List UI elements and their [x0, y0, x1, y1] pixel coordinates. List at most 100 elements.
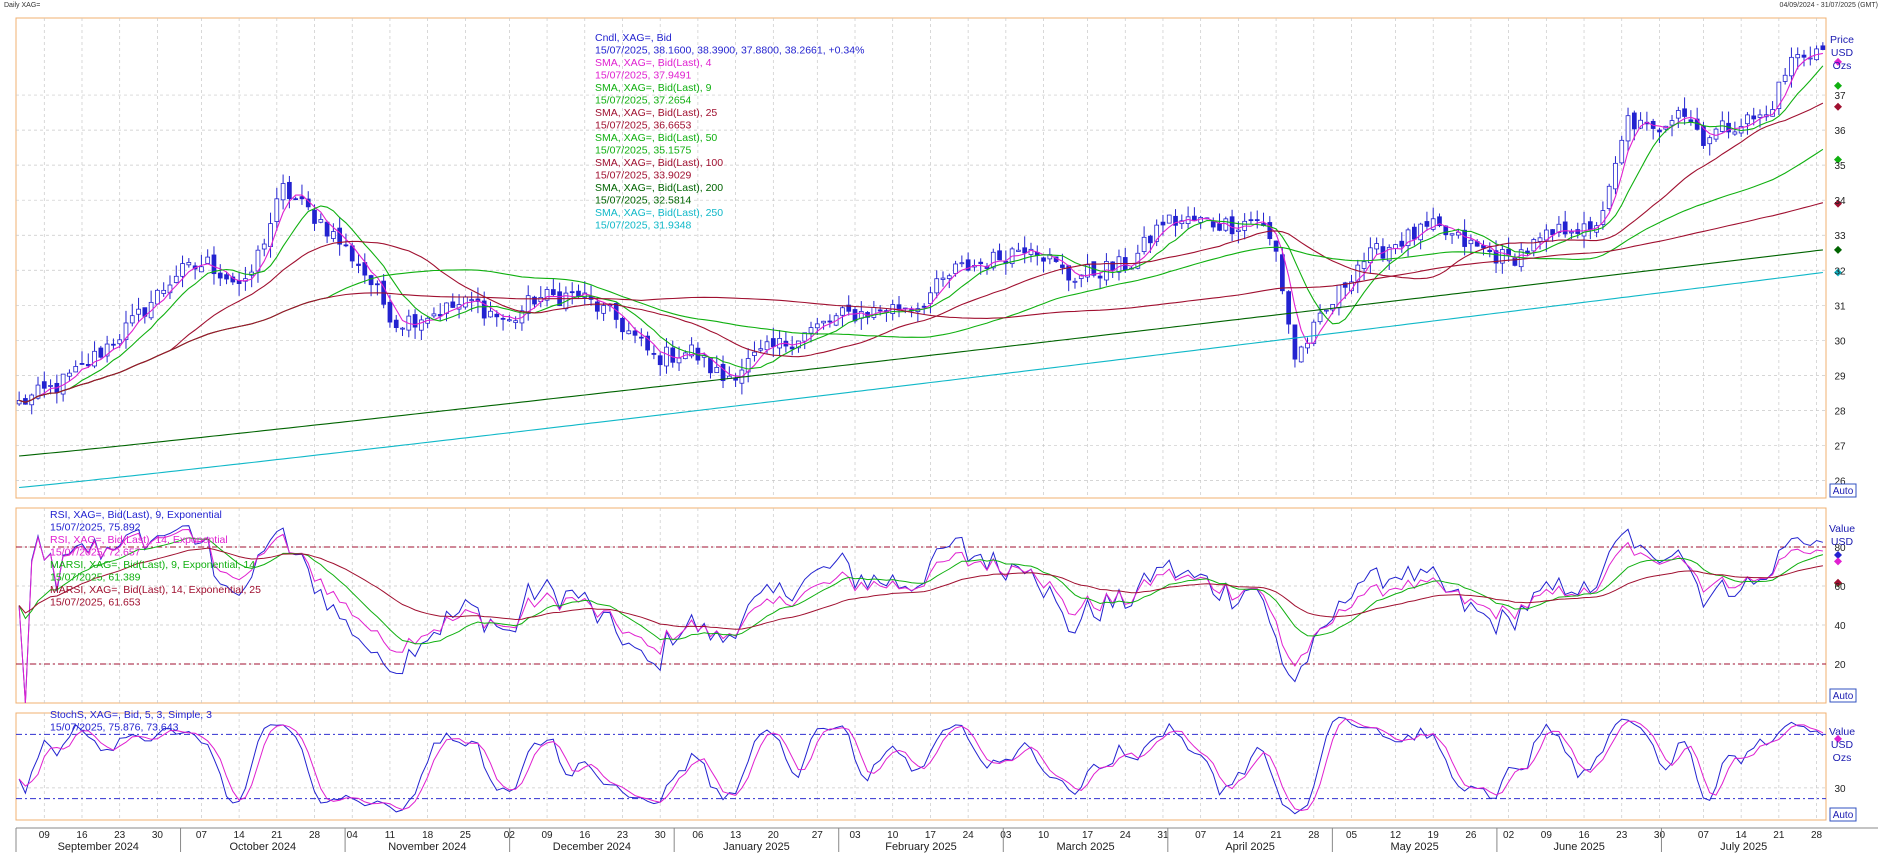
candle — [1575, 229, 1581, 234]
price-axis-caption: Ozs — [1833, 60, 1852, 72]
candle — [1022, 247, 1028, 254]
x-tick-label: 10 — [1038, 830, 1050, 841]
candle — [1412, 226, 1417, 240]
x-tick-label: 24 — [1120, 830, 1132, 841]
candle — [1248, 219, 1254, 222]
candle — [1782, 74, 1788, 82]
rsi-marker — [1834, 557, 1842, 566]
rsi-tick-label: 60 — [1834, 582, 1846, 593]
title-bar: Daily XAG= 04/09/2024 - 31/07/2025 (GMT) — [0, 0, 1882, 12]
stoch-axis-caption: Value — [1829, 726, 1855, 738]
price-axis-caption: USD — [1831, 47, 1854, 59]
candle — [129, 315, 135, 324]
candle — [1292, 324, 1298, 360]
month-label: January 2025 — [723, 841, 790, 853]
candle — [1041, 257, 1046, 262]
candle — [1569, 231, 1574, 234]
candle — [1556, 223, 1562, 234]
auto-scale-label: Auto — [1833, 691, 1854, 702]
candle — [1355, 264, 1361, 282]
candle — [356, 263, 361, 266]
candle — [664, 346, 669, 367]
price-tick-label: 35 — [1834, 161, 1846, 172]
candle — [852, 309, 858, 322]
candle — [1386, 246, 1392, 262]
candle — [1581, 223, 1587, 237]
candle — [714, 366, 720, 374]
candle — [1550, 229, 1555, 236]
auto-scale-button[interactable] — [1829, 483, 1857, 498]
rsi-marker — [1834, 551, 1842, 560]
price-legend-line: 15/07/2025, 32.5814 — [595, 195, 692, 207]
stoch-pane[interactable] — [15, 712, 1827, 821]
auto-scale-button[interactable] — [1829, 688, 1857, 703]
x-tick-label: 16 — [1578, 830, 1590, 841]
candle — [840, 307, 845, 316]
candle — [1613, 162, 1618, 190]
price-axis-caption: Price — [1830, 34, 1854, 46]
candle — [393, 319, 399, 328]
stoch-legend-line: 15/07/2025, 75.876, 73.643 — [50, 722, 179, 734]
candle — [651, 353, 657, 355]
candle — [463, 296, 468, 308]
rsi-pane[interactable] — [15, 507, 1827, 704]
candle — [1210, 221, 1216, 228]
x-tick-label: 28 — [1811, 830, 1823, 841]
candle — [814, 323, 820, 329]
rsi-axis-caption: Value — [1829, 523, 1855, 535]
candle — [481, 300, 487, 319]
x-tick-label: 30 — [1654, 830, 1666, 841]
price-legend-line: 15/07/2025, 36.6653 — [595, 120, 692, 132]
candle — [632, 330, 638, 336]
candle — [1625, 115, 1631, 142]
stoch-legend-line: StochS, XAG=, Bid, 5, 3, Simple, 3 — [50, 709, 212, 721]
price-tick-label: 28 — [1834, 406, 1846, 417]
candle — [720, 363, 726, 382]
candle — [419, 319, 424, 331]
x-tick-label: 04 — [347, 830, 359, 841]
candle — [1374, 243, 1379, 250]
candle — [513, 320, 518, 323]
price-pane[interactable] — [15, 17, 1827, 499]
candle — [1600, 210, 1606, 225]
auto-scale-button[interactable] — [1829, 807, 1857, 822]
x-tick-label: 11 — [385, 830, 396, 841]
candle — [1405, 229, 1411, 247]
candle — [1361, 261, 1367, 269]
candle — [1280, 254, 1285, 292]
stoch-d-line — [18, 718, 1824, 812]
candle — [1487, 249, 1493, 252]
candle — [777, 338, 782, 349]
candle — [1324, 309, 1329, 312]
candle — [412, 314, 418, 328]
candle — [921, 305, 927, 308]
x-tick-label: 06 — [692, 830, 704, 841]
rsi-line — [18, 547, 1823, 630]
candle — [400, 327, 405, 330]
price-tick-label: 32 — [1834, 266, 1846, 277]
month-label: September 2024 — [58, 841, 139, 853]
candle — [550, 289, 556, 296]
sma-marker — [1834, 57, 1842, 66]
candle — [331, 231, 336, 239]
candle — [1229, 216, 1235, 235]
candle — [1254, 219, 1260, 222]
rsi-line — [18, 537, 1824, 645]
candle — [1657, 129, 1662, 133]
candle — [1638, 119, 1643, 129]
candle — [808, 327, 814, 334]
candle — [293, 198, 299, 201]
x-tick-label: 21 — [1773, 830, 1785, 841]
chart-title: Daily XAG= — [4, 2, 41, 9]
candle — [758, 348, 764, 351]
candle — [217, 272, 223, 279]
price-legend-line: SMA, XAG=, Bid(Last), 4 — [595, 57, 712, 69]
candle — [368, 275, 374, 286]
rsi-legend-line: MARSI, XAG=, Bid(Last), 9, Exponential, … — [50, 559, 255, 571]
candle — [1166, 214, 1172, 224]
candle — [689, 344, 694, 357]
candle — [676, 357, 682, 364]
price-tick-label: 36 — [1834, 126, 1846, 137]
candle — [1776, 81, 1782, 109]
